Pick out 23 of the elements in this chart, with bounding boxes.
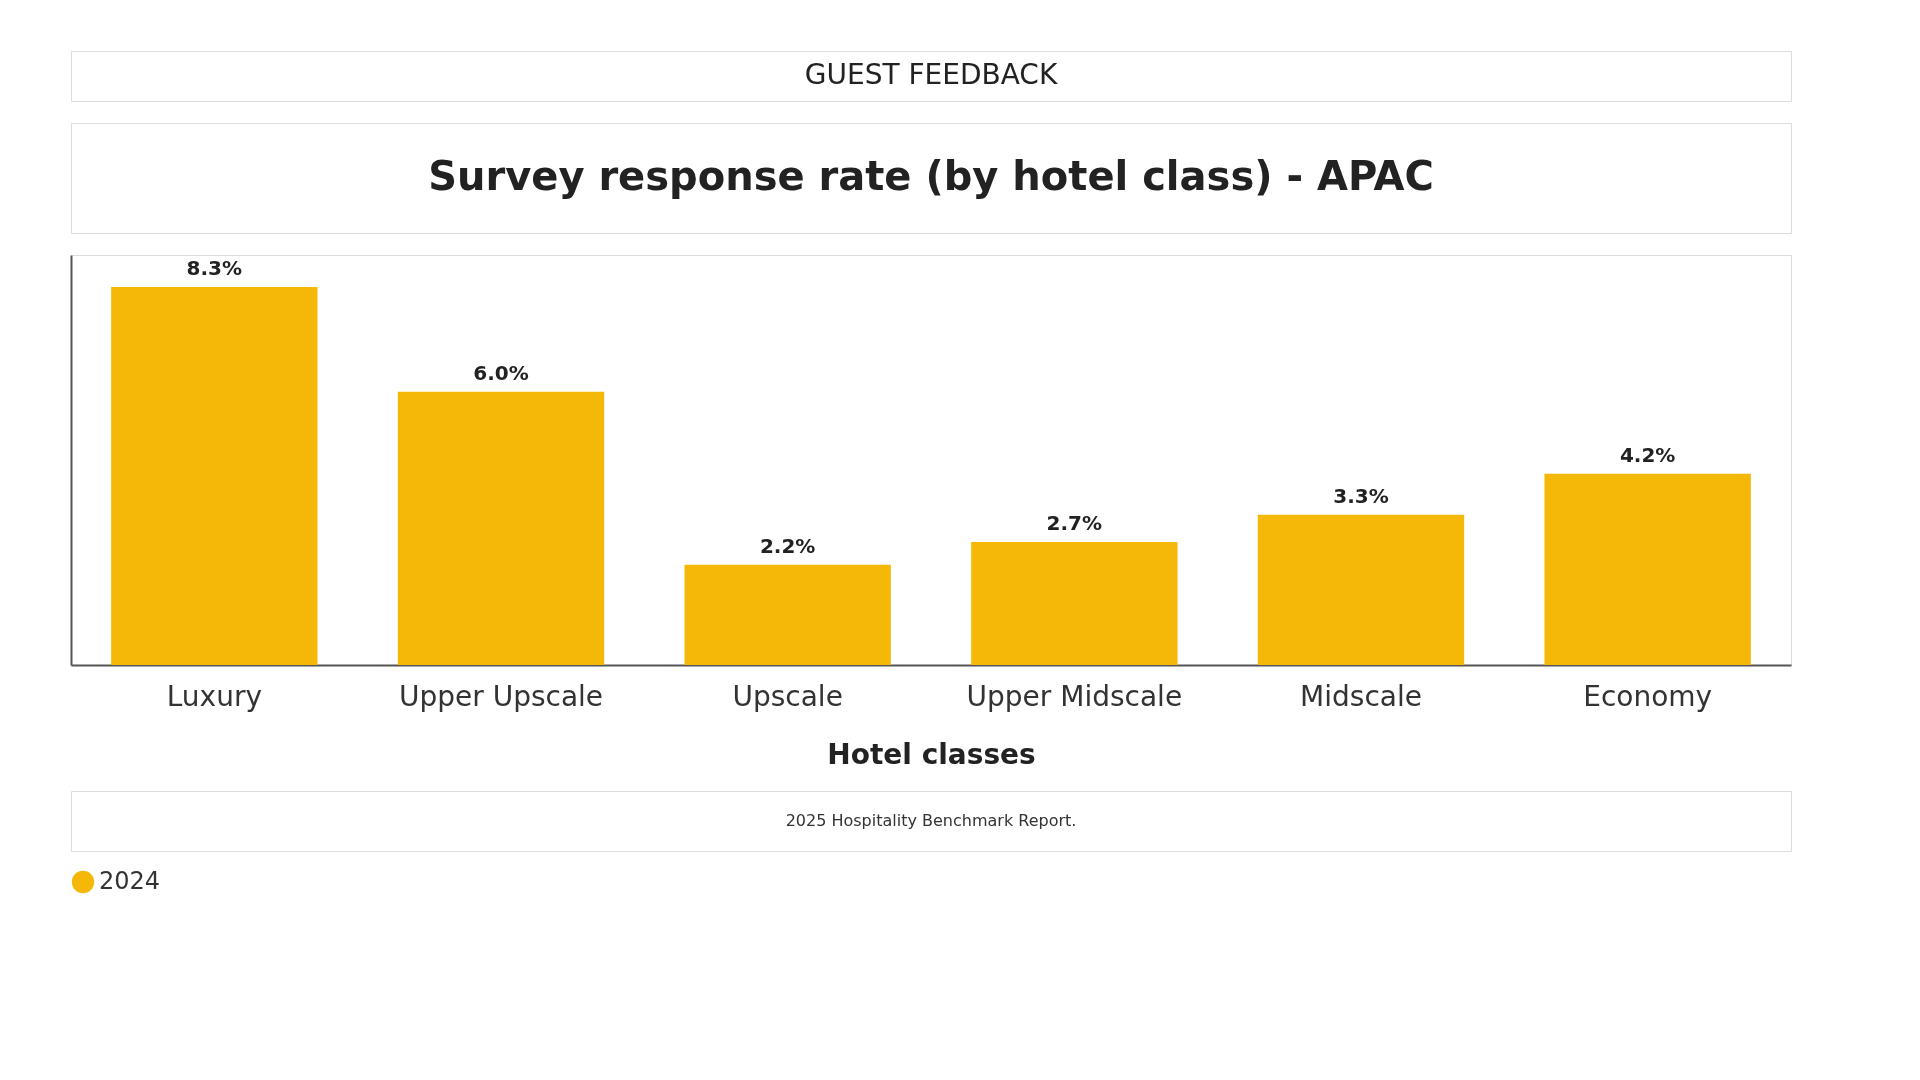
chart-title: Survey response rate (by hotel class) - APAC [428, 153, 1434, 199]
data-label: 6.0% [473, 360, 529, 385]
x-tick-label: Luxury [166, 679, 262, 713]
x-tick-label: Economy [1583, 679, 1713, 713]
data-label: 4.2% [1619, 442, 1676, 467]
legend-label: 2024 [99, 867, 161, 895]
bar [397, 391, 605, 665]
data-label: 2.2% [759, 533, 816, 558]
x-tick-label: Midscale [1300, 679, 1422, 713]
x-tick-label: Upper Midscale [966, 679, 1183, 713]
chart-subtitle: GUEST FEEDBACK [804, 58, 1058, 91]
bar [1544, 473, 1751, 665]
bar [684, 564, 891, 665]
text: 2025 Hospitality Benchmark Report. [785, 811, 1077, 830]
bar [111, 286, 318, 665]
data-label: 2.7% [1046, 511, 1103, 535]
bar [1257, 514, 1465, 665]
data-label: 3.3% [1333, 483, 1389, 508]
bar [971, 542, 1178, 665]
x-tick-label: Upscale [732, 679, 843, 713]
data-label: 8.3% [186, 255, 243, 280]
x-tick-label: Upper Upscale [398, 679, 604, 713]
x-axis-title: Hotel classes [827, 737, 1036, 771]
